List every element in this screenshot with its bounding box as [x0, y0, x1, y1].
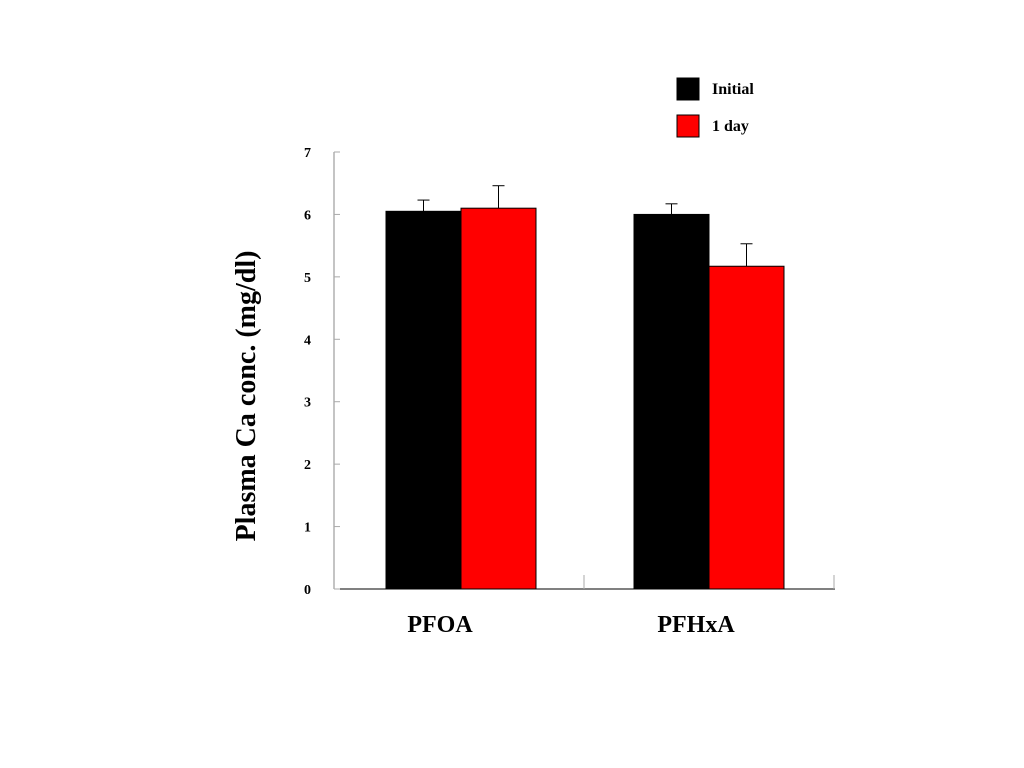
legend-label-initial: Initial — [712, 81, 754, 98]
y-tick-label: 2 — [304, 458, 311, 473]
legend-swatch-1-day — [676, 114, 700, 138]
bars — [385, 207, 785, 590]
y-tick-label: 6 — [304, 208, 311, 223]
y-ticks: 0 1 2 3 4 5 6 7 — [304, 146, 340, 598]
y-tick-label: 0 — [304, 583, 311, 598]
y-tick-label: 5 — [304, 271, 311, 286]
y-tick-label: 3 — [304, 396, 311, 411]
category-label-pfhxa: PFHxA — [657, 612, 735, 638]
y-tick-label: 7 — [304, 146, 311, 161]
y-tick-label: 4 — [304, 333, 311, 348]
legend-label-1-day: 1 day — [712, 118, 749, 135]
y-tick-label: 1 — [304, 521, 311, 536]
bar-pfoa-1-day — [460, 207, 537, 590]
legend: Initial 1 day — [676, 77, 754, 138]
bar-pfoa-initial — [385, 210, 462, 590]
bar-pfhxa-initial — [633, 213, 710, 590]
error-bars — [417, 185, 753, 267]
bar-pfhxa-1-day — [708, 265, 785, 590]
category-label-pfoa: PFOA — [407, 612, 473, 638]
y-axis-title: Plasma Ca conc. (mg/dl) — [231, 251, 262, 542]
legend-swatch-initial — [676, 77, 700, 101]
